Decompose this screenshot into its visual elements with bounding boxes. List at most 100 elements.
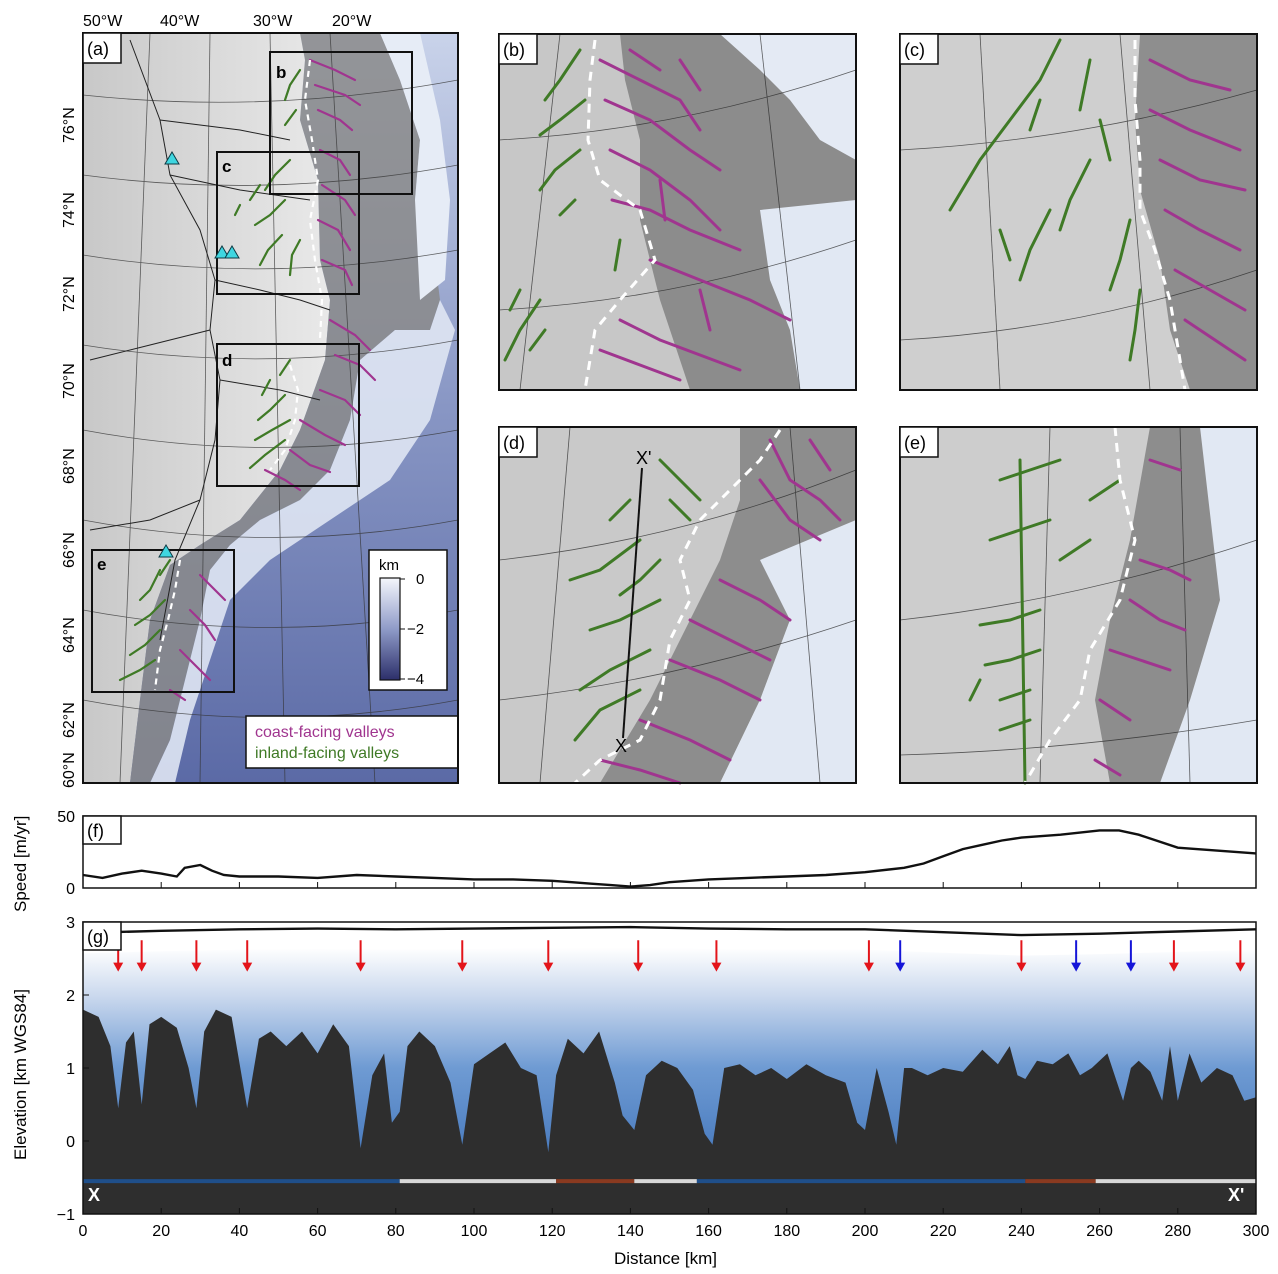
red-arrow xyxy=(543,940,554,972)
red-arrow xyxy=(136,940,147,972)
inset-boxes xyxy=(91,51,413,693)
colorbar-tick: −2 xyxy=(407,621,424,638)
red-arrow xyxy=(863,940,874,972)
box-label-e: e xyxy=(97,555,106,574)
red-arrow xyxy=(1016,940,1027,972)
red-arrow xyxy=(1168,940,1179,972)
panel-label-f: (f) xyxy=(87,821,104,841)
panel-label-c: (c) xyxy=(904,40,925,60)
coast-facing-valleys xyxy=(1093,458,1192,777)
panel-label-a: (a) xyxy=(87,39,109,59)
distance-tick-label: 200 xyxy=(852,1223,879,1240)
distance-tick-label: 240 xyxy=(1008,1223,1035,1240)
lat-label: 72°N xyxy=(61,276,78,312)
lat-label: 62°N xyxy=(61,702,78,738)
blue-arrow xyxy=(1125,940,1136,972)
panel-a: b c d e km 0 −2 −4 coast-facing valleys … xyxy=(61,13,459,788)
red-arrow xyxy=(242,940,253,972)
red-arrow xyxy=(191,940,202,972)
profile-start-label: X xyxy=(615,736,627,756)
lat-labels: 76°N 74°N 72°N 70°N 68°N 66°N 64°N 62°N … xyxy=(61,107,78,788)
legend-inland: inland-facing valleys xyxy=(255,745,399,762)
legend: coast-facing valleys inland-facing valle… xyxy=(245,715,459,769)
panel-d: X' X (d) xyxy=(498,426,857,785)
panel-f: 0 50 (f) Speed [m/yr] xyxy=(11,809,1257,912)
bedrock-area xyxy=(83,1009,1256,1214)
red-arrow xyxy=(1235,940,1246,972)
station-triangle xyxy=(158,544,174,558)
panel-c: (c) xyxy=(899,33,1258,391)
speed-series-line xyxy=(82,829,1257,888)
station-triangle xyxy=(224,245,240,259)
inland-facing-valleys xyxy=(118,68,302,682)
lat-label: 64°N xyxy=(61,617,78,653)
colorbar-title: km xyxy=(379,557,399,574)
speed-tick-label: 50 xyxy=(57,809,75,826)
red-arrow xyxy=(711,940,722,972)
elevation-tick-label: 3 xyxy=(66,915,75,932)
distance-tick-label: 60 xyxy=(309,1223,327,1240)
lon-label: 40°W xyxy=(160,13,200,30)
box-label-c: c xyxy=(222,157,231,176)
distance-tick-label: 40 xyxy=(231,1223,249,1240)
profile-end-label: X' xyxy=(1228,1185,1244,1205)
lat-label: 68°N xyxy=(61,448,78,484)
coast-facing-valleys xyxy=(598,438,842,785)
inland-facing-valleys xyxy=(503,48,622,362)
profile-end-label: X' xyxy=(636,448,651,468)
distance-tick-label: 100 xyxy=(461,1223,488,1240)
station-triangle xyxy=(214,245,230,259)
lat-label: 76°N xyxy=(61,107,78,143)
colorbar-tick: 0 xyxy=(416,571,424,588)
profile-line xyxy=(622,467,643,739)
lon-label: 50°W xyxy=(83,13,123,30)
box-label-d: d xyxy=(222,351,232,370)
red-arrow xyxy=(355,940,366,972)
speed-axis-title: Speed [m/yr] xyxy=(11,816,30,912)
lon-label: 30°W xyxy=(253,13,293,30)
distance-tick-label: 0 xyxy=(79,1223,88,1240)
panel-label-b: (b) xyxy=(503,40,525,60)
blue-arrow xyxy=(1071,940,1082,972)
inland-facing-valleys xyxy=(948,38,1142,362)
graticule xyxy=(82,32,459,784)
elevation-axis-title: Elevation [km WGS84] xyxy=(11,989,30,1160)
elevation-tick-label: 1 xyxy=(66,1061,75,1078)
coast-facing-valleys xyxy=(1148,58,1247,362)
colorbar: km 0 −2 −4 xyxy=(368,549,448,691)
inland-facing-valleys xyxy=(968,458,1122,785)
distance-tick-label: 180 xyxy=(773,1223,800,1240)
red-arrow xyxy=(457,940,468,972)
lat-label: 70°N xyxy=(61,363,78,399)
distance-tick-label: 300 xyxy=(1243,1223,1270,1240)
panel-label-e: (e) xyxy=(904,433,926,453)
lat-label: 60°N xyxy=(61,752,78,788)
blue-arrow xyxy=(895,940,906,972)
station-markers xyxy=(158,151,240,558)
distance-tick-label: 160 xyxy=(695,1223,722,1240)
box-label-b: b xyxy=(276,63,286,82)
panel-b: (b) xyxy=(498,33,857,391)
speed-axis-ticks: 0 50 xyxy=(57,809,1257,898)
ice-surface-line xyxy=(82,925,1257,937)
distance-tick-label: 140 xyxy=(617,1223,644,1240)
elevation-tick-label: 0 xyxy=(66,1134,75,1151)
elevation-tick-label: −1 xyxy=(57,1207,75,1224)
colorbar-tick: −4 xyxy=(407,671,424,688)
red-arrow xyxy=(633,940,644,972)
profile-start-label: X xyxy=(88,1185,100,1205)
distance-tick-label: 120 xyxy=(539,1223,566,1240)
distance-tick-label: 280 xyxy=(1164,1223,1191,1240)
distance-tick-label: 20 xyxy=(152,1223,170,1240)
speed-tick-label: 0 xyxy=(66,881,75,898)
valley-arrows xyxy=(113,940,1246,972)
lon-label: 20°W xyxy=(332,13,372,30)
station-triangle xyxy=(164,151,180,165)
lat-label: 74°N xyxy=(61,192,78,228)
lat-label: 66°N xyxy=(61,532,78,568)
distance-tick-label: 80 xyxy=(387,1223,405,1240)
panel-e: (e) xyxy=(899,426,1258,785)
